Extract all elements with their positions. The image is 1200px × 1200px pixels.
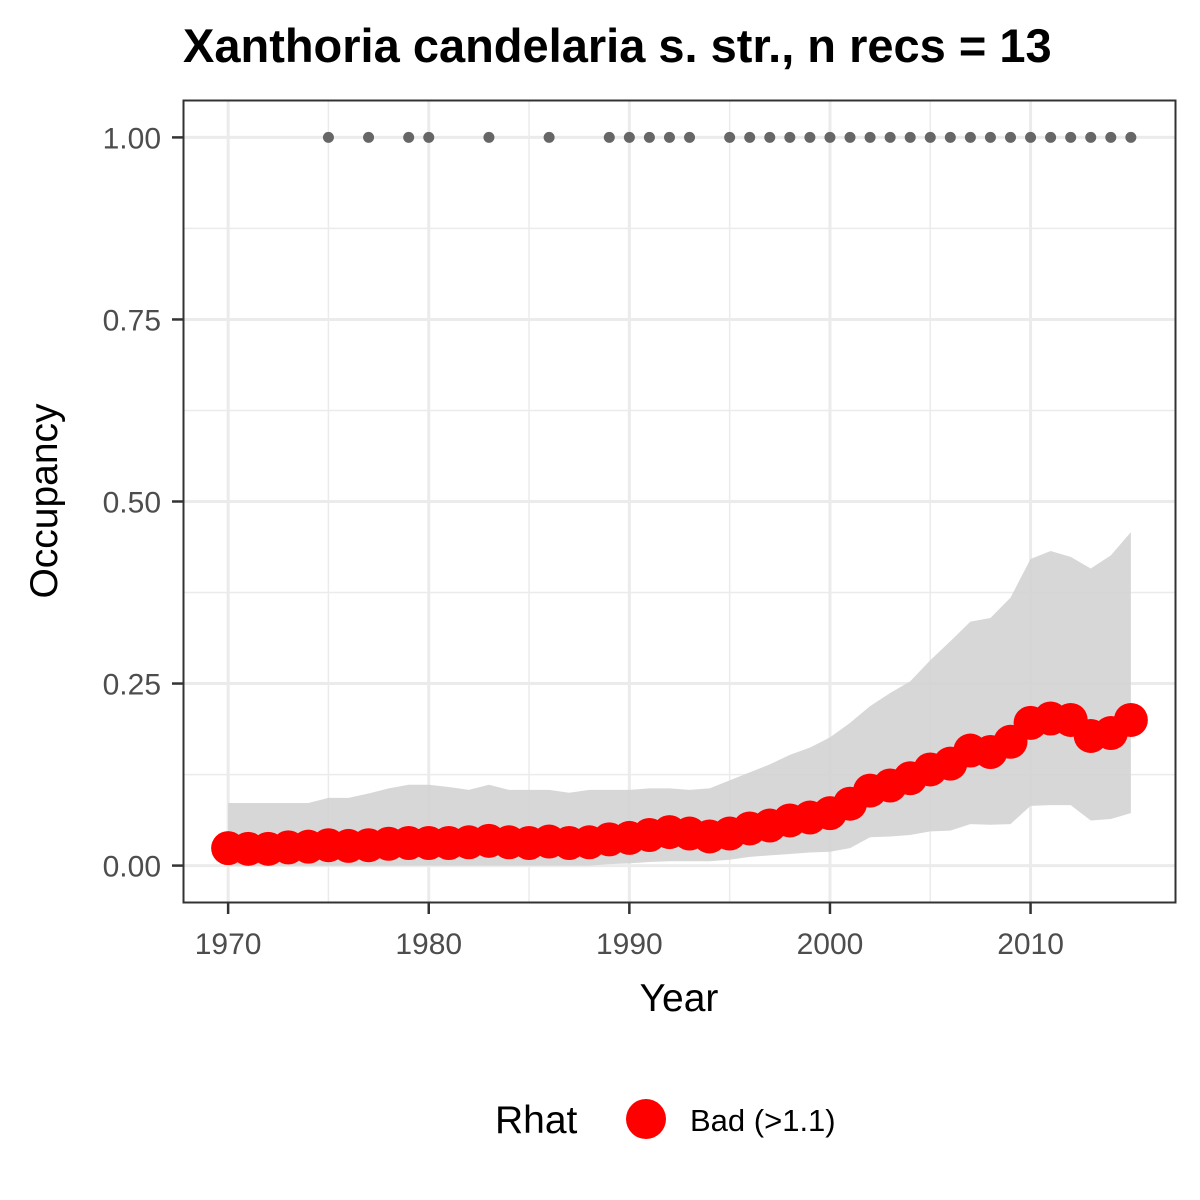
record-point — [363, 131, 375, 143]
record-point — [1085, 131, 1097, 143]
credible-interval-ribbon — [228, 532, 1131, 866]
legend: Rhat Bad (>1.1) — [495, 1099, 836, 1142]
x-tick-label: 1990 — [596, 928, 663, 961]
record-point — [1045, 131, 1057, 143]
record-point — [784, 131, 796, 143]
record-point — [844, 131, 856, 143]
record-point — [764, 131, 776, 143]
x-axis-title: Year — [640, 977, 719, 1020]
record-point — [744, 131, 756, 143]
legend-title: Rhat — [495, 1099, 578, 1142]
legend-key-bad-rhat — [626, 1099, 666, 1139]
record-point — [603, 131, 615, 143]
x-tick-label: 2000 — [797, 928, 864, 961]
mean-occupancy-layer — [211, 701, 1148, 866]
record-point — [1065, 131, 1077, 143]
record-point — [1105, 131, 1117, 143]
record-point — [924, 131, 936, 143]
record-point — [322, 131, 334, 143]
y-axis: 0.00 0.25 0.50 0.75 1.00 — [103, 122, 183, 884]
record-point — [623, 131, 635, 143]
y-tick-label: 0.00 — [103, 851, 161, 884]
x-tick-label: 1970 — [195, 928, 262, 961]
record-point — [1125, 131, 1137, 143]
record-point — [964, 131, 976, 143]
credible-interval-layer — [228, 532, 1131, 866]
panel-border — [182, 99, 1177, 904]
record-point — [483, 131, 495, 143]
record-point — [984, 131, 996, 143]
record-point — [1005, 131, 1017, 143]
grid-minor-lines — [184, 101, 1175, 902]
record-point — [543, 131, 555, 143]
record-point — [944, 131, 956, 143]
record-point — [824, 131, 836, 143]
y-tick-label: 0.75 — [103, 304, 161, 337]
y-tick-label: 1.00 — [103, 122, 161, 155]
record-point — [1025, 131, 1037, 143]
y-axis-title: Occupancy — [23, 403, 66, 599]
chart-title: Xanthoria candelaria s. str., n recs = 1… — [183, 19, 1052, 72]
record-point — [663, 131, 675, 143]
records-layer — [322, 131, 1137, 143]
record-point — [724, 131, 736, 143]
legend-label-bad-rhat: Bad (>1.1) — [690, 1103, 836, 1138]
record-point — [423, 131, 435, 143]
record-point — [643, 131, 655, 143]
record-point — [684, 131, 696, 143]
x-axis: 1970 1980 1990 2000 2010 — [195, 903, 1064, 961]
record-point — [403, 131, 415, 143]
record-point — [804, 131, 816, 143]
record-point — [864, 131, 876, 143]
record-point — [884, 131, 896, 143]
y-tick-label: 0.25 — [103, 669, 161, 702]
mean-occupancy-point — [1113, 702, 1148, 737]
y-tick-label: 0.50 — [103, 487, 161, 520]
x-tick-label: 2010 — [997, 928, 1064, 961]
x-tick-label: 1980 — [395, 928, 462, 961]
record-point — [904, 131, 916, 143]
